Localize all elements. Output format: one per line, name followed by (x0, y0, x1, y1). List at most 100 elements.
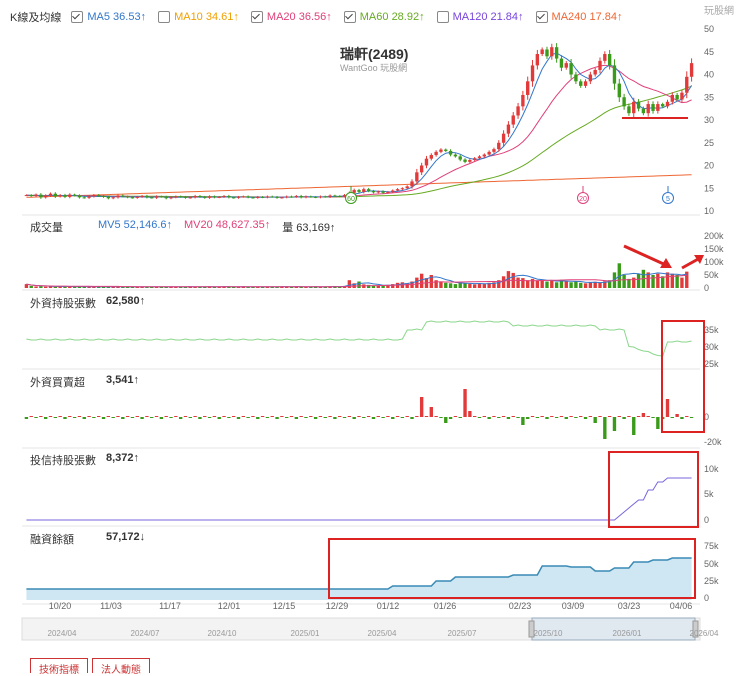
foreign-net-bar (545, 417, 549, 419)
candle-body (342, 195, 347, 197)
volume-bar (53, 286, 58, 288)
candle-body (68, 194, 72, 197)
foreign-net-bar (68, 416, 72, 417)
volume-bar (289, 286, 294, 288)
ma60-checkbox[interactable] (343, 11, 356, 23)
candle-body (574, 74, 578, 82)
foreign-net-bar (77, 416, 82, 417)
volume-bar (251, 286, 255, 288)
ma20-toggle[interactable]: MA20 36.56↑ (250, 11, 332, 23)
foreign-hold-value: 62,580↑ (106, 295, 146, 307)
ma20-value: 36.56↑ (298, 11, 332, 23)
candle-body (246, 196, 250, 198)
foreign-net-bar (154, 416, 159, 417)
candle-body (212, 196, 217, 198)
ma120-checkbox[interactable] (436, 11, 449, 23)
volume-bar (323, 286, 327, 288)
foreign-net-bar (622, 417, 626, 419)
candle-body (313, 196, 318, 198)
candle-body (111, 197, 115, 199)
candle-body (58, 195, 62, 197)
ma20-line (26, 64, 692, 198)
candle-body (241, 196, 246, 198)
foreign-net-bar (34, 417, 38, 418)
volume-tick-label: 150k (704, 244, 724, 254)
foreign-net-bar (381, 417, 385, 418)
candle-body (82, 197, 86, 199)
foreign-net-bar (477, 417, 482, 418)
mv20-line (26, 274, 687, 288)
navigator-label: 2025/01 (291, 629, 320, 638)
volume-bar (554, 282, 559, 288)
candle-body (516, 106, 520, 116)
volume-bar (183, 286, 188, 288)
foreign-net-bar (29, 416, 33, 417)
ma240-checkbox[interactable] (535, 11, 548, 23)
ma10-toggle[interactable]: MA10 34.61↑ (158, 11, 239, 23)
volume-bar (338, 286, 342, 288)
marker-label: 60 (347, 196, 355, 203)
volume-tick-label: 0 (704, 283, 709, 293)
foreign-net-bar (130, 417, 135, 418)
foreign-net-bar (116, 416, 120, 417)
foreign-net-bar (58, 416, 62, 417)
volume-bar (193, 286, 197, 288)
volume-bar (231, 286, 236, 288)
foreign-net-bar (612, 417, 617, 431)
ma60-toggle[interactable]: MA60 28.92↑ (343, 11, 425, 23)
volume-bar (497, 280, 501, 288)
foreign-net-bar (593, 417, 597, 423)
candle-body (362, 189, 366, 192)
navigator-label: 2025/07 (448, 629, 477, 638)
ma120-label: MA120 (452, 11, 488, 23)
candle-body (550, 47, 554, 57)
candle-body (63, 195, 67, 197)
ma5-value: 36.53↑ (113, 11, 147, 23)
tab-institutional[interactable]: 法人動態 (92, 658, 150, 676)
foreign-net-bar (299, 416, 303, 417)
foreign-net-bar (260, 416, 265, 417)
foreign-net-bar (275, 417, 279, 419)
volume-bar (685, 271, 689, 288)
candle-body (458, 156, 462, 160)
volume-bar (82, 286, 86, 288)
margin-tick: 50k (704, 559, 719, 569)
foreign-net-bar (434, 416, 438, 417)
foreign-net-bar (419, 397, 424, 417)
x-axis-label: 10/20 (49, 601, 72, 611)
foreign-net-bar (309, 416, 313, 417)
candle-body (646, 104, 650, 114)
candle-body (400, 188, 405, 190)
foreign-net-bar (386, 416, 390, 417)
volume-bar (178, 286, 183, 288)
foreign-net-tick: 0 (704, 412, 709, 422)
ma120-toggle[interactable]: MA120 21.84↑ (436, 11, 524, 23)
foreign-net-bar (689, 417, 694, 418)
foreign-net-bar (675, 414, 679, 417)
volume-bar (444, 282, 448, 288)
candle-body (275, 196, 279, 198)
volume-bar (24, 284, 29, 288)
candle-body (150, 197, 154, 199)
candle-body (569, 63, 573, 75)
candle-body (685, 76, 689, 93)
foreign-net-bar (574, 417, 578, 418)
tab-technical[interactable]: 技術指標 (30, 658, 88, 676)
ma240-toggle[interactable]: MA240 17.84↑ (535, 11, 623, 23)
foreign-net-bar (313, 417, 318, 419)
ma5-toggle[interactable]: MA5 36.53↑ (71, 11, 146, 23)
foreign-net-bar (318, 416, 323, 417)
margin-line (26, 557, 692, 590)
price-tick-label: 45 (704, 47, 714, 57)
candle-body (53, 193, 58, 197)
candle-body (415, 172, 419, 182)
ma20-checkbox[interactable] (250, 11, 263, 23)
ma10-checkbox[interactable] (158, 11, 171, 23)
foreign-net-bar (487, 417, 491, 419)
volume-bar (265, 286, 270, 288)
volume-bar (285, 286, 289, 288)
navigator-label: 2025/10 (534, 629, 563, 638)
bottom-tabs: 技術指標 法人動態 (30, 658, 150, 676)
ma5-checkbox[interactable] (71, 11, 84, 23)
navigator-label: 2024/07 (131, 629, 160, 638)
